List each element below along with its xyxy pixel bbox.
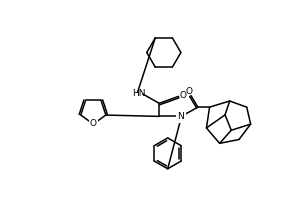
Text: O: O — [186, 87, 193, 96]
Text: HN: HN — [132, 89, 146, 98]
Text: O: O — [90, 119, 97, 128]
Text: N: N — [178, 112, 184, 121]
Text: O: O — [180, 91, 187, 100]
